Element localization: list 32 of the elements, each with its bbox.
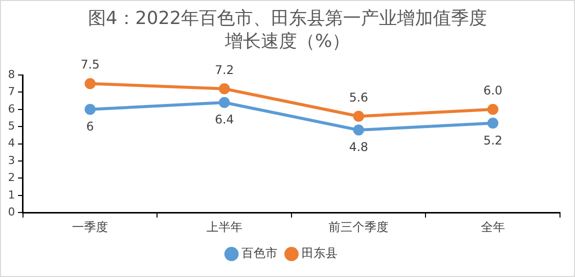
y-tick-label: 6 (8, 102, 15, 116)
data-label: 4.8 (349, 140, 368, 154)
y-tick-label: 7 (8, 85, 15, 98)
y-tick-label: 4 (8, 136, 15, 150)
y-tick-label: 3 (8, 154, 15, 167)
x-tick-label: 全年 (480, 220, 505, 234)
chart-title: 图4：2022年百色市、田东县第一产业增加值季度增长速度（%） (88, 7, 488, 53)
x-tick-label: 上半年 (206, 220, 242, 234)
data-label: 5.2 (483, 133, 502, 148)
y-tick-label: 0 (8, 205, 15, 218)
y-tick-label: 1 (8, 188, 15, 202)
point (84, 104, 96, 115)
data-label: 7.2 (214, 62, 234, 77)
data-label: 7.5 (80, 58, 100, 72)
data-label: 6 (86, 120, 94, 134)
y-tick-label: 2 (8, 171, 15, 184)
data-label: 5.6 (349, 90, 368, 104)
point (487, 118, 498, 129)
point (218, 83, 230, 94)
x-tick-label: 一季度 (72, 220, 108, 234)
point (353, 124, 364, 136)
y-tick-label: 8 (8, 68, 15, 81)
data-label: 6.0 (483, 84, 502, 98)
legend-label: 田东县 (302, 246, 338, 260)
point (84, 78, 96, 90)
x-tick-label: 前三个季度 (328, 220, 389, 234)
point (353, 110, 364, 122)
legend-label: 百色市 (242, 246, 278, 260)
point (487, 104, 498, 115)
data-label: 6.4 (214, 112, 234, 127)
point (218, 97, 230, 108)
y-tick-label: 5 (8, 119, 15, 132)
